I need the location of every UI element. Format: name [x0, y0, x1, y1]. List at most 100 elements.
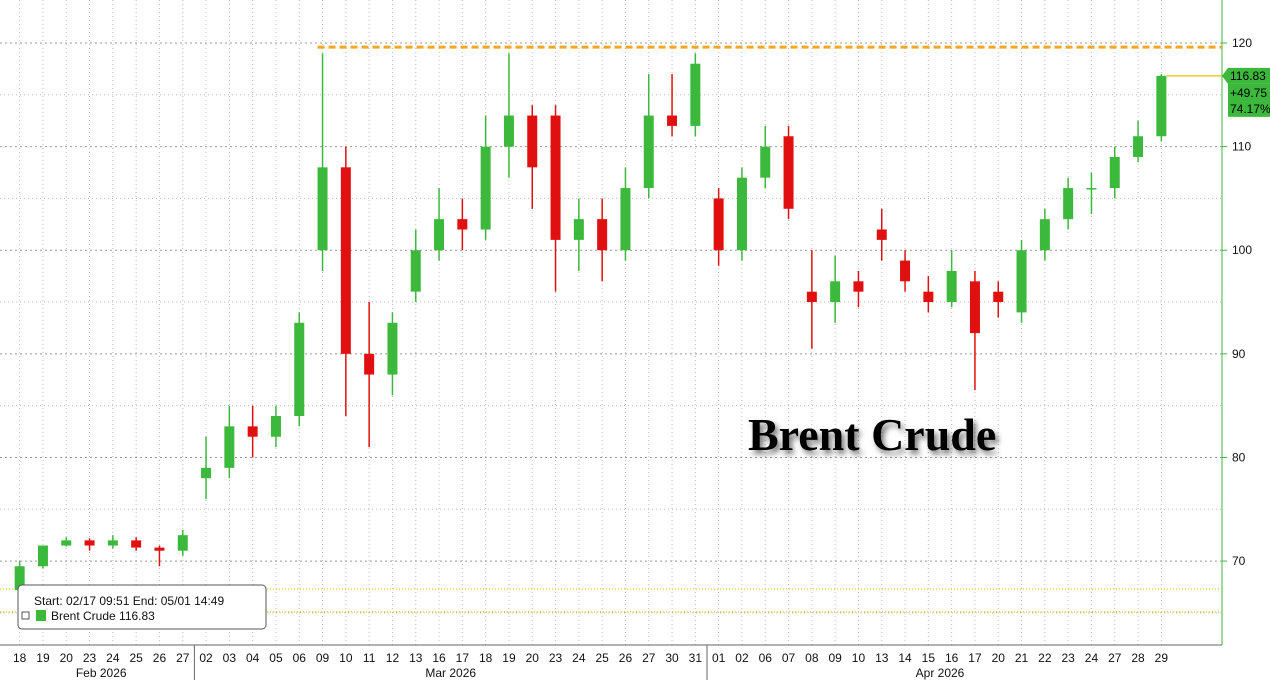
x-tick-label: 09 [316, 651, 330, 665]
x-tick-label: 03 [223, 651, 237, 665]
x-tick-label: 05 [269, 651, 283, 665]
candle-body [387, 322, 398, 375]
candle-body [946, 270, 957, 303]
candle-body [736, 177, 747, 251]
legend-range: Start: 02/17 09:51 End: 05/01 14:49 [34, 594, 224, 608]
x-tick-label: 18 [479, 651, 493, 665]
candle-body [550, 115, 561, 240]
x-tick-label: 09 [828, 651, 842, 665]
candle-body [527, 115, 538, 168]
x-tick-label: 08 [805, 651, 819, 665]
candle-body [690, 63, 701, 126]
x-tick-label: 10 [852, 651, 866, 665]
candle-body [620, 188, 631, 251]
x-tick-label: 30 [665, 651, 679, 665]
candle-body [969, 281, 980, 334]
candle-body [84, 540, 95, 546]
candle-body [61, 540, 72, 546]
x-tick-label: 23 [1061, 651, 1075, 665]
x-tick-label: 10 [339, 651, 353, 665]
x-tick-label: 13 [875, 651, 889, 665]
x-tick-label: 23 [83, 651, 97, 665]
x-tick-label: 06 [293, 651, 307, 665]
candle-body [830, 281, 841, 303]
candle-body [340, 167, 351, 354]
candle-body [480, 146, 491, 230]
candle-body [270, 416, 281, 437]
x-tick-label: 18 [13, 651, 27, 665]
candle-body [177, 535, 188, 551]
x-tick-label: 07 [782, 651, 796, 665]
candle-body [1156, 75, 1167, 137]
annotation: Brent Crude [748, 409, 996, 460]
x-tick-label: 12 [386, 651, 400, 665]
month-label: Feb 2026 [76, 666, 127, 680]
x-tick-label: 29 [1155, 651, 1169, 665]
candle-body [783, 136, 794, 209]
x-tick-label: 27 [176, 651, 190, 665]
candle-body [294, 322, 305, 417]
candle-body [1109, 156, 1120, 189]
y-tick-label: 120 [1232, 36, 1252, 50]
candle-body [247, 426, 258, 437]
x-tick-label: 01 [712, 651, 726, 665]
x-tick-label: 22 [1038, 651, 1052, 665]
candle-body [760, 146, 771, 178]
candle-body [1039, 219, 1050, 251]
candle-body [457, 219, 468, 230]
candle-body [876, 229, 887, 240]
candle-body [317, 167, 328, 251]
x-tick-label: 24 [572, 651, 586, 665]
x-tick-label: 16 [432, 651, 446, 665]
change: +49.75 [1230, 86, 1267, 100]
legend-marker-frame [21, 611, 30, 620]
x-tick-label: 27 [642, 651, 656, 665]
y-tick-label: 90 [1232, 347, 1246, 361]
x-tick-label: 20 [992, 651, 1006, 665]
x-tick-label: 23 [549, 651, 563, 665]
candle-body [1086, 188, 1097, 190]
candle-body [201, 467, 212, 479]
x-tick-label: 17 [968, 651, 982, 665]
y-tick-label: 80 [1232, 450, 1246, 464]
x-tick-label: 28 [1131, 651, 1145, 665]
y-tick-label: 100 [1232, 243, 1252, 257]
last-price: 116.83 [1230, 69, 1266, 83]
x-tick-label: 14 [898, 651, 912, 665]
candle-body [1016, 250, 1027, 313]
x-tick-label: 11 [363, 651, 376, 665]
x-tick-label: 24 [106, 651, 120, 665]
x-tick-label: 02 [199, 651, 213, 665]
y-tick-label: 70 [1232, 554, 1246, 568]
candle-body [667, 115, 678, 126]
candle-body [900, 260, 911, 282]
candle-body [410, 250, 421, 292]
x-tick-label: 25 [595, 651, 609, 665]
x-tick-label: 06 [759, 651, 773, 665]
x-tick-label: 21 [1015, 651, 1029, 665]
candle-body [1133, 136, 1144, 157]
y-tick-label: 110 [1232, 140, 1251, 154]
x-tick-label: 17 [456, 651, 470, 665]
candle-body [597, 219, 608, 251]
candle-body [154, 547, 165, 551]
candle-body [713, 198, 724, 251]
candle-body [107, 540, 118, 546]
x-tick-label: 24 [1085, 651, 1099, 665]
x-tick-label: 19 [36, 651, 50, 665]
candle-body [643, 115, 654, 189]
candle-body [1063, 188, 1074, 220]
last-price-box [1222, 67, 1270, 84]
x-tick-label: 04 [246, 651, 260, 665]
candle-body [503, 115, 514, 147]
x-tick-label: 20 [526, 651, 540, 665]
change-box [1228, 83, 1270, 117]
x-tick-label: 16 [945, 651, 959, 665]
legend-swatch [36, 610, 46, 621]
candle-body [806, 291, 817, 303]
x-tick-label: 19 [502, 651, 516, 665]
x-tick-label: 02 [735, 651, 749, 665]
candle-body [573, 219, 584, 240]
